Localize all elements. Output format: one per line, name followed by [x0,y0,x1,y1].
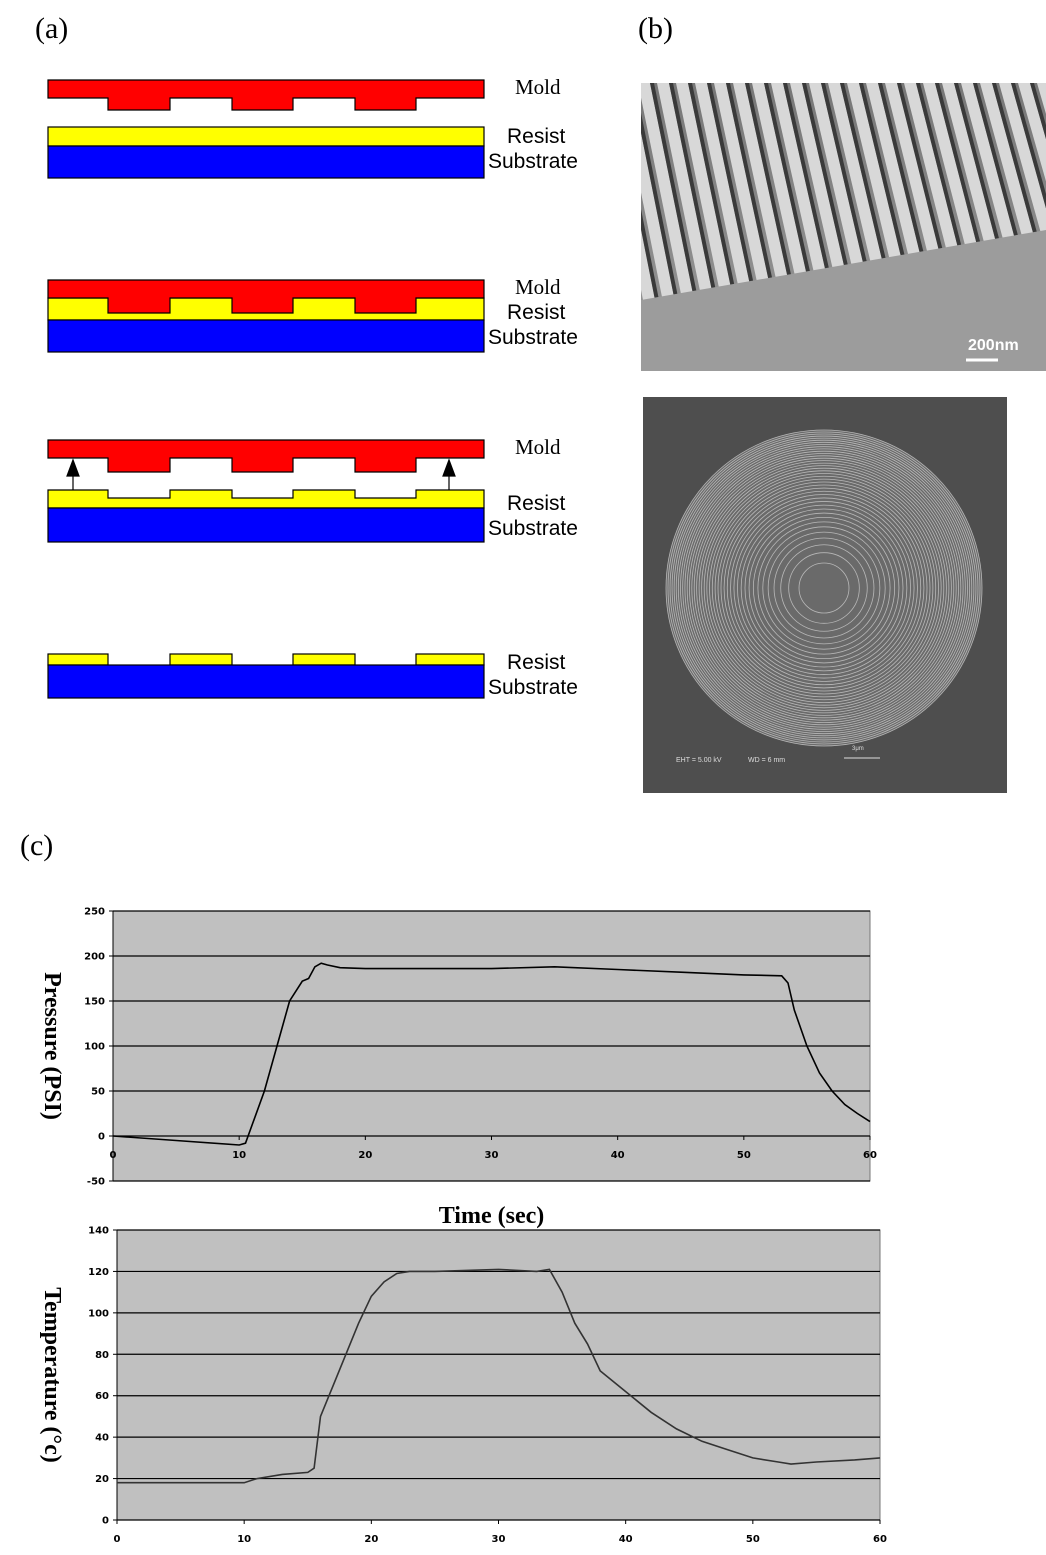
y-tick-label: 120 [88,1267,109,1278]
y-tick-label: 100 [88,1308,109,1319]
x-tick-label: 20 [358,1150,372,1161]
y-tick-label: 140 [88,1226,109,1237]
y-tick-label: 0 [102,1516,109,1527]
substrate [48,665,484,698]
x-tick-label: 0 [114,1534,121,1545]
x-tick-label: 60 [873,1534,887,1545]
label: Mold [515,75,561,99]
step-3 [48,440,484,542]
step-1 [48,80,484,178]
substrate [48,146,484,178]
figure: (a) (b) (c) Mold Resist Substrate Mold R… [0,0,1046,1555]
charts: -500501001502002500102030405060Pressure … [39,907,887,1546]
mold [48,80,484,110]
panel-label: (c) [20,829,53,862]
x-tick-label: 10 [232,1150,246,1161]
label: Substrate [488,517,578,540]
y-tick-label: 200 [84,952,105,963]
x-tick-label: 30 [492,1534,506,1545]
y-tick-label: 100 [84,1042,105,1053]
zone-rings [666,430,982,746]
sem-gratings: 200nm [600,83,1046,371]
label: Resist [507,492,566,515]
step-4 [48,654,484,698]
chart: -50 0 50 100 150 200 250 0 10 20 30 40 50 60 Pressure … [39,907,877,1230]
x-tick-label: 50 [737,1150,751,1161]
plot-area [117,1230,880,1520]
sem-rings: EHT = 5.00 kV WD = 6 mm 3μm [643,397,1007,793]
y-tick-label: 40 [95,1433,109,1444]
mold [48,440,484,472]
y-tick-label: 50 [91,1087,105,1098]
sem-info: WD = 6 mm [748,757,785,764]
resist [416,654,484,665]
y-tick-label: 20 [95,1474,109,1485]
label: Resist [507,301,566,324]
y-tick-label: 60 [95,1391,109,1402]
x-tick-label: 10 [237,1534,251,1545]
label: Substrate [488,150,578,173]
panel-label: (b) [638,12,673,45]
sem-info: EHT = 5.00 kV [676,757,722,764]
chart: 0 20 40 60 80 100 120 140 0 10 20 30 40 50 60 Temperatu… [39,1226,887,1546]
substrate [48,320,484,352]
resist [293,654,355,665]
y-axis-title: Temperature (°c) [39,1287,65,1463]
y-tick-label: 80 [95,1350,109,1361]
substrate [48,508,484,542]
scale-label: 200nm [968,337,1019,354]
x-tick-label: 20 [364,1534,378,1545]
resist [170,654,232,665]
x-tick-label: 40 [619,1534,633,1545]
label: Substrate [488,326,578,349]
y-tick-label: -50 [87,1177,105,1188]
x-tick-label: 0 [110,1150,117,1161]
x-tick-label: 40 [611,1150,625,1161]
label: Substrate [488,676,578,699]
label: Resist [507,651,566,674]
step-2 [48,280,484,352]
label: Mold [515,275,561,299]
resist [48,654,108,665]
y-tick-label: 0 [98,1132,105,1143]
resist [48,127,484,146]
x-axis-title: Time (sec) [439,1203,545,1229]
label: Resist [507,125,566,148]
y-tick-label: 150 [84,997,105,1008]
x-tick-label: 30 [485,1150,499,1161]
y-tick-label: 250 [84,907,105,918]
sem-scale: 3μm [852,746,864,752]
arrow-head [67,460,79,476]
label: Mold [515,435,561,459]
x-tick-label: 50 [746,1534,760,1545]
resist [48,490,484,508]
arrow-head [443,460,455,476]
x-tick-label: 60 [863,1150,877,1161]
y-axis-title: Pressure (PSI) [39,972,65,1120]
panel-label: (a) [35,12,68,45]
